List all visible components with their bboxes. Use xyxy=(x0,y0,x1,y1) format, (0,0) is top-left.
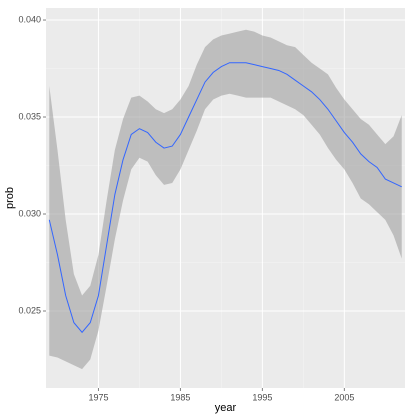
x-axis-title: year xyxy=(215,402,237,414)
x-tick-label: 1995 xyxy=(252,392,272,402)
smooth-line xyxy=(48,62,402,334)
y-axis-title: prob xyxy=(4,187,16,209)
y-tick-label: 0.035 xyxy=(18,111,41,121)
x-tick-label: 2005 xyxy=(334,392,354,402)
y-tick-label: 0.025 xyxy=(18,305,41,315)
x-tick-label: 1985 xyxy=(170,392,190,402)
y-tick-label: 0.030 xyxy=(18,208,41,218)
x-tick-label: 1975 xyxy=(88,392,108,402)
y-tick-label: 0.040 xyxy=(18,14,41,24)
confidence-band xyxy=(49,29,402,370)
